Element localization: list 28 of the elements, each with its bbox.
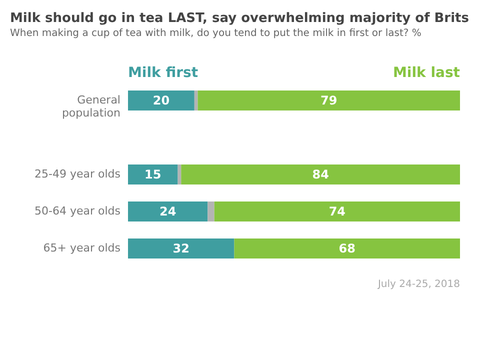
y-tick-label: 50-64 year olds bbox=[34, 204, 121, 218]
bar bbox=[208, 202, 214, 222]
bar bbox=[194, 90, 198, 110]
y-tick-label: 25-49 year olds bbox=[34, 168, 121, 180]
series-label: Milk last bbox=[393, 65, 460, 81]
bar bbox=[128, 90, 194, 110]
chart-subtitle: When making a cup of tea with milk, do you tend to put the milk in first or last? % bbox=[10, 28, 422, 39]
bar bbox=[214, 202, 460, 222]
text: July 24-25, 2018 bbox=[376, 279, 460, 290]
bar bbox=[128, 202, 208, 222]
data-label: 79 bbox=[320, 94, 338, 108]
data-label: 24 bbox=[159, 204, 176, 218]
bar bbox=[234, 238, 460, 258]
series-label: Milk first bbox=[128, 65, 198, 81]
data-label: 84 bbox=[312, 168, 329, 182]
bar bbox=[181, 164, 460, 184]
data-label: 74 bbox=[328, 204, 346, 218]
data-label: 32 bbox=[172, 242, 190, 256]
data-label: 15 bbox=[144, 168, 162, 182]
y-tick-label: 65+ year olds bbox=[43, 242, 121, 254]
data-label: 68 bbox=[338, 242, 356, 256]
data-label: 20 bbox=[152, 94, 170, 108]
bar bbox=[128, 238, 234, 258]
y-tick-label: General population bbox=[62, 94, 121, 120]
bar bbox=[198, 90, 460, 110]
chart-title: Milk should go in tea LAST, say overwhelming majority of Brits bbox=[10, 11, 470, 26]
bar bbox=[178, 164, 182, 184]
bar bbox=[128, 164, 178, 184]
